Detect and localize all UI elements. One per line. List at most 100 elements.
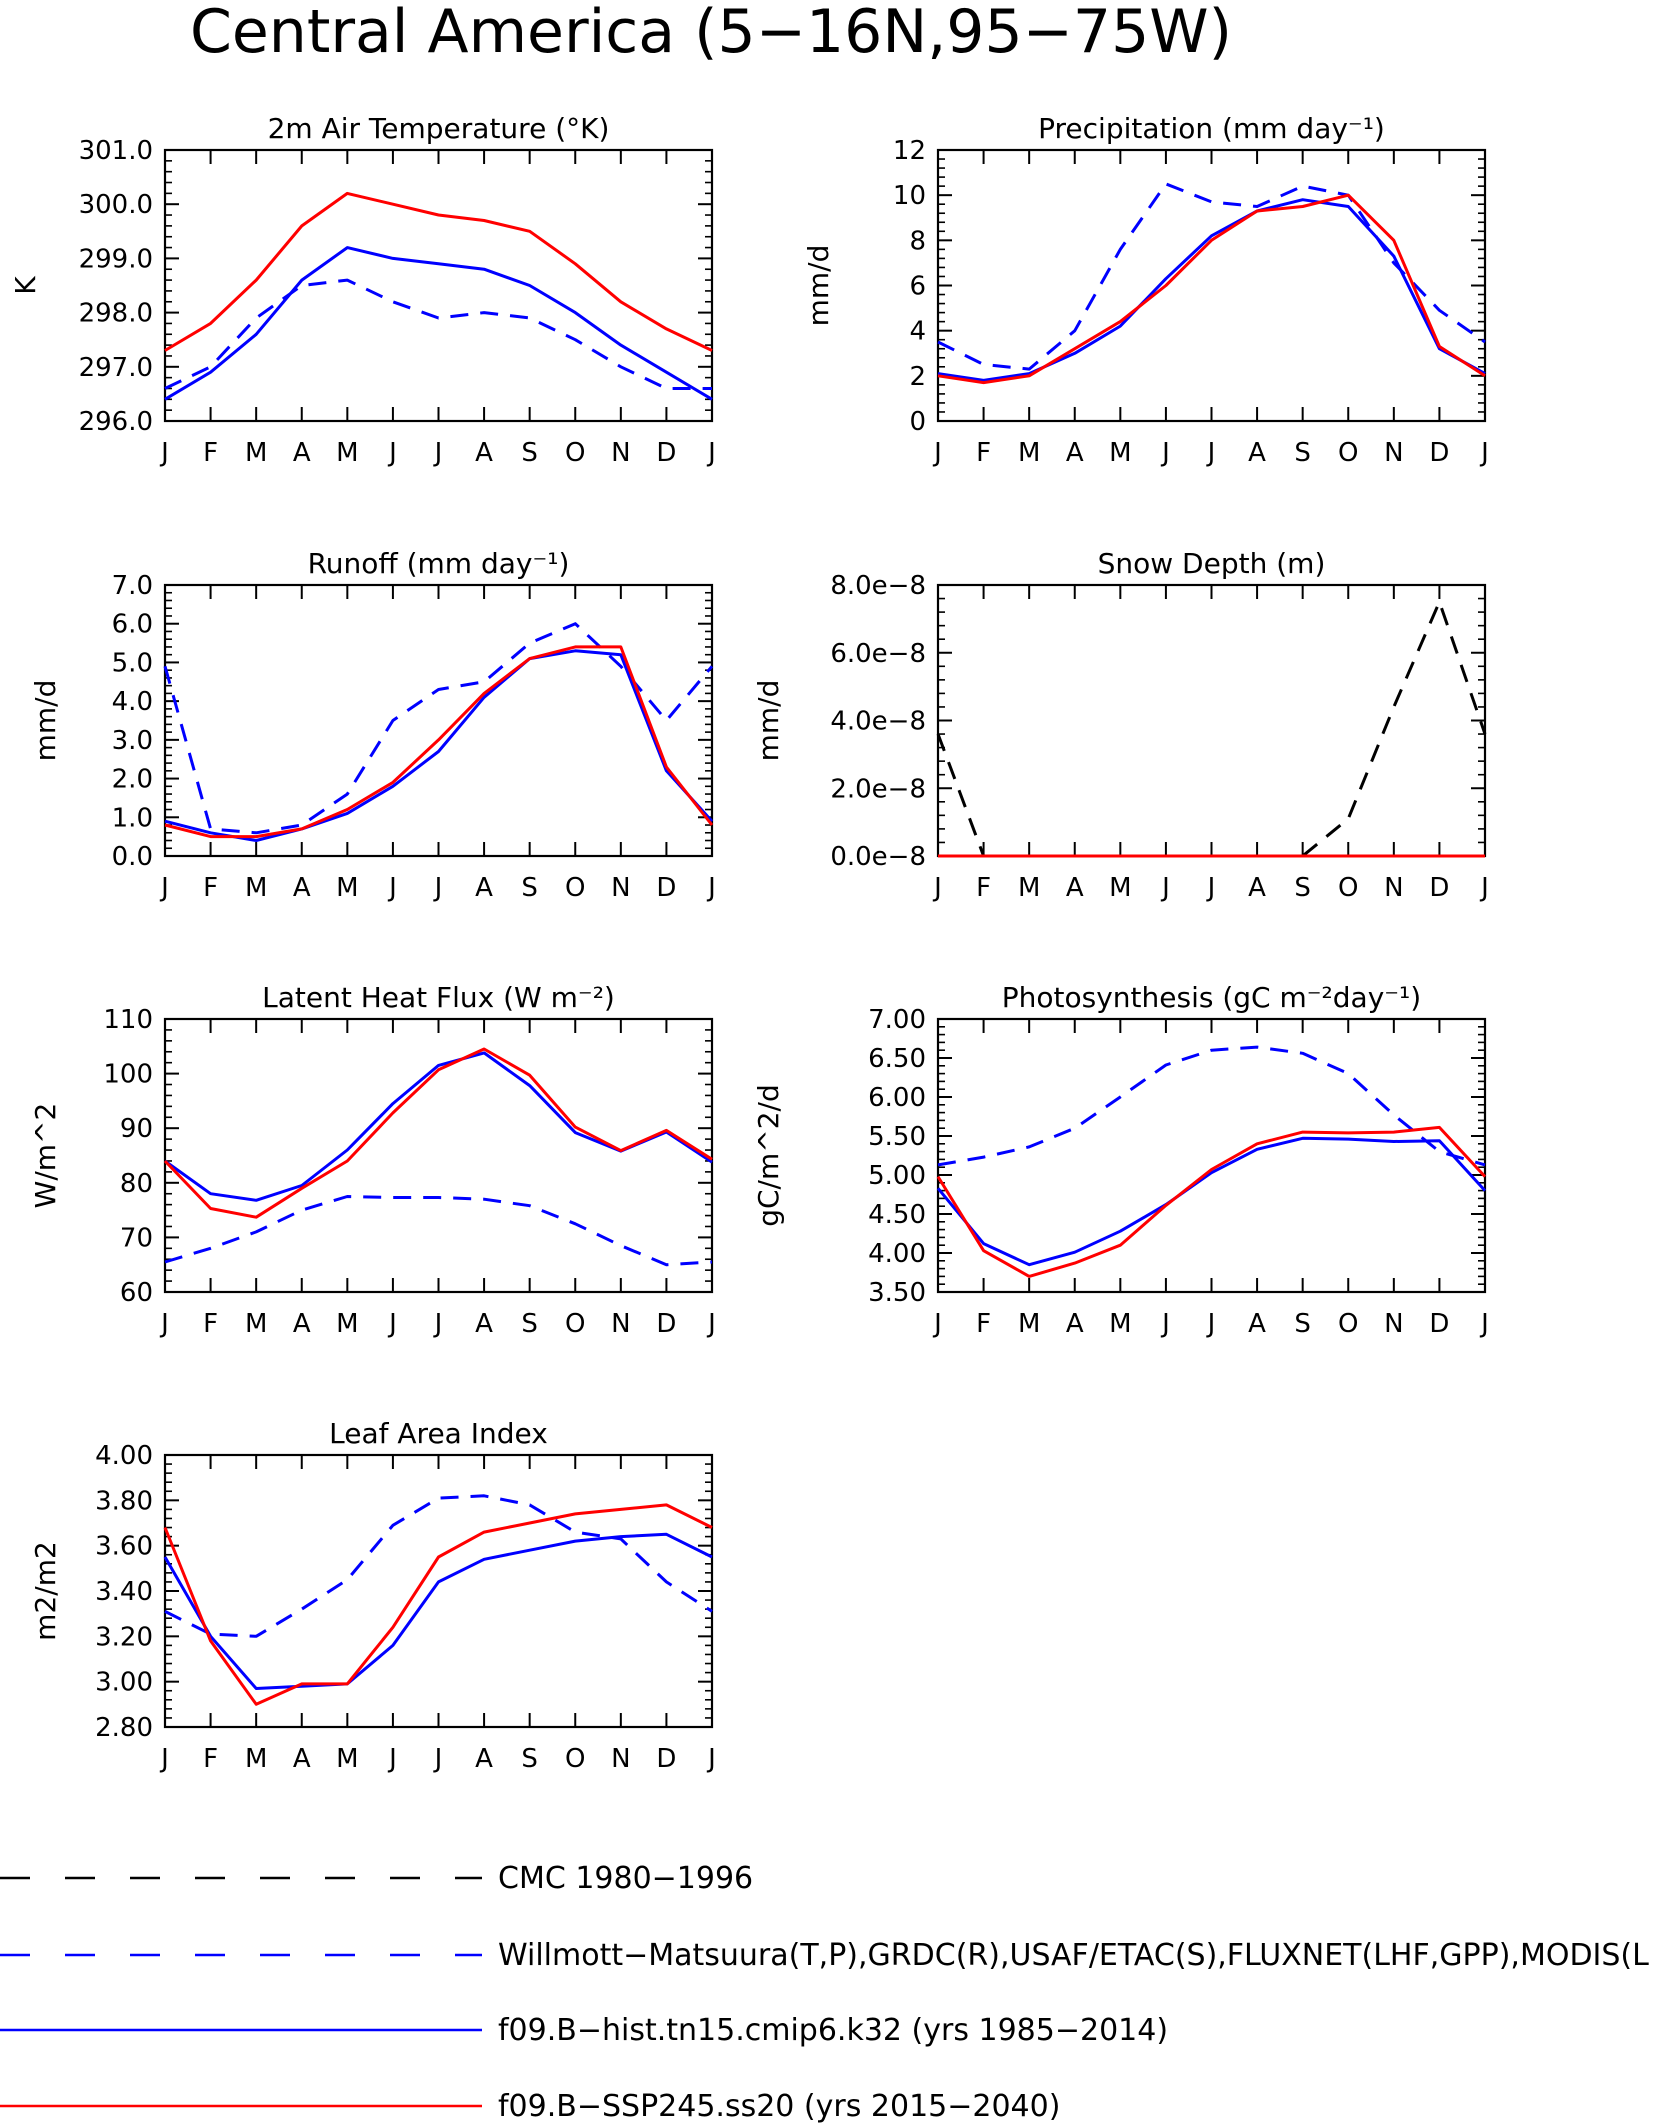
x-tick-label: O <box>565 1309 585 1339</box>
chart-panel-2: Precipitation (mm day⁻¹)J F M A M J J A S O N D J024… <box>802 112 1489 468</box>
x-tick-label: D <box>656 438 676 468</box>
x-tick-label: A <box>1248 873 1266 903</box>
series-line-2 <box>936 1136 1487 1267</box>
x-tick-label: M <box>245 1309 267 1339</box>
x-tick-label: F <box>203 438 218 468</box>
x-tick-label: N <box>1384 873 1403 903</box>
plot-frame <box>163 148 714 423</box>
x-tick-label: J <box>433 1744 443 1774</box>
x-tick-label: O <box>565 438 585 468</box>
legend-label: f09.B−SSP245.ss20 (yrs 2015−2040) <box>498 2089 1060 2123</box>
y-tick-label: 7.0 <box>112 571 153 601</box>
plot-frame <box>163 583 714 858</box>
x-tick-label: A <box>1066 1309 1084 1339</box>
x-tick-label: J <box>387 873 397 903</box>
panels: 2m Air Temperature (°K)J F M A M J J A S O N D J296.… <box>9 112 1489 1774</box>
panel-title: Photosynthesis (gC m⁻²day⁻¹) <box>1002 981 1421 1014</box>
y-tick-label: 7.00 <box>868 1005 926 1035</box>
y-tick-label: 100 <box>103 1060 153 1090</box>
series-line-2 <box>937 198 1486 382</box>
x-tick-label: A <box>475 438 493 468</box>
y-tick-label: 0.0 <box>112 842 153 872</box>
y-tick-label: 4.00 <box>868 1239 926 1269</box>
x-tick-label: O <box>565 873 585 903</box>
y-tick-label: 6.0 <box>112 610 153 640</box>
x-tick-label: O <box>565 1744 585 1774</box>
chart-panel-5: Latent Heat Flux (W m⁻²)J F M A M J J A S O N D J607… <box>29 981 716 1339</box>
x-tick-label: N <box>611 438 630 468</box>
x-tick-label: F <box>976 1309 991 1339</box>
y-tick-label: 80 <box>120 1169 153 1199</box>
x-tick-label: M <box>1109 873 1131 903</box>
series-line-3 <box>163 1047 713 1219</box>
x-tick-label: A <box>1066 438 1084 468</box>
x-tick-label: O <box>1338 438 1358 468</box>
x-tick-label: D <box>1429 873 1449 903</box>
legend-label: Willmott−Matsuura(T,P),GRDC(R),USAF/ETAC… <box>498 1938 1649 1973</box>
legend-label: f09.B−hist.tn15.cmip6.k32 (yrs 1985−2014… <box>498 2013 1168 2048</box>
y-tick-label: 296.0 <box>79 407 153 437</box>
y-tick-label: 3.20 <box>95 1622 153 1652</box>
series-line-3 <box>164 191 713 352</box>
series-line-1 <box>164 278 712 390</box>
main-title: Central America (5−16N,95−75W) <box>190 0 1232 67</box>
x-tick-label: J <box>1479 873 1489 903</box>
y-tick-label: 4 <box>909 317 926 347</box>
y-tick-label: 3.50 <box>868 1278 926 1308</box>
y-axis-label: mm/d <box>752 680 785 762</box>
x-tick-label: S <box>521 873 538 903</box>
x-tick-label: A <box>475 1309 493 1339</box>
x-tick-label: M <box>1109 438 1131 468</box>
series-line-1 <box>936 600 1487 858</box>
x-tick-label: M <box>245 1744 267 1774</box>
plot-frame <box>936 583 1487 858</box>
x-tick-label: F <box>203 1309 218 1339</box>
y-tick-label: 70 <box>120 1223 153 1253</box>
y-axis-label: mm/d <box>29 680 62 762</box>
x-tick-label: J <box>159 873 169 903</box>
x-tick-label: M <box>336 438 358 468</box>
x-tick-label: M <box>336 1744 358 1774</box>
plot-frame <box>936 1017 1487 1294</box>
x-tick-label: A <box>293 1309 311 1339</box>
x-tick-label: J <box>159 438 169 468</box>
x-tick-label: D <box>1429 438 1449 468</box>
panel-title: Snow Depth (m) <box>1098 547 1326 580</box>
chart-panel-4: Snow Depth (m)J F M A M J J A S O N D J0.0e−82.0e−84… <box>752 547 1489 903</box>
x-tick-label: M <box>336 873 358 903</box>
y-tick-label: 0 <box>909 407 926 437</box>
y-axis-label: K <box>9 276 42 295</box>
y-tick-label: 2 <box>909 362 926 392</box>
y-tick-label: 110 <box>103 1005 153 1035</box>
legend-item-4: f09.B−SSP245.ss20 (yrs 2015−2040) <box>0 2089 1060 2123</box>
x-tick-label: J <box>1479 438 1489 468</box>
series-line-1 <box>937 182 1486 371</box>
plot-frame <box>163 1453 714 1729</box>
y-tick-label: 4.0e−8 <box>830 707 926 737</box>
x-tick-label: J <box>1206 873 1216 903</box>
y-tick-label: 10 <box>893 181 926 211</box>
x-tick-label: A <box>293 1744 311 1774</box>
x-tick-label: J <box>433 438 443 468</box>
x-tick-label: A <box>293 873 311 903</box>
y-tick-label: 6.50 <box>868 1044 926 1074</box>
x-tick-label: M <box>336 1309 358 1339</box>
x-tick-label: A <box>1248 438 1266 468</box>
y-tick-label: 297.0 <box>79 353 153 383</box>
x-tick-label: M <box>245 438 267 468</box>
panel-title: Runoff (mm day⁻¹) <box>308 547 570 580</box>
x-tick-label: J <box>159 1744 169 1774</box>
series-line-2 <box>164 1051 713 1202</box>
legend-label: CMC 1980−1996 <box>498 1861 753 1896</box>
x-tick-label: F <box>976 438 991 468</box>
x-tick-label: J <box>387 1309 397 1339</box>
y-axis-label: m2/m2 <box>29 1541 62 1641</box>
y-tick-label: 300.0 <box>79 190 153 220</box>
x-tick-label: F <box>203 873 218 903</box>
series-line-1 <box>164 1494 713 1638</box>
x-tick-label: J <box>706 1309 716 1339</box>
chart-panel-1: 2m Air Temperature (°K)J F M A M J J A S O N D J296.… <box>9 112 716 468</box>
x-tick-label: J <box>706 1744 716 1774</box>
x-tick-label: M <box>1018 873 1040 903</box>
